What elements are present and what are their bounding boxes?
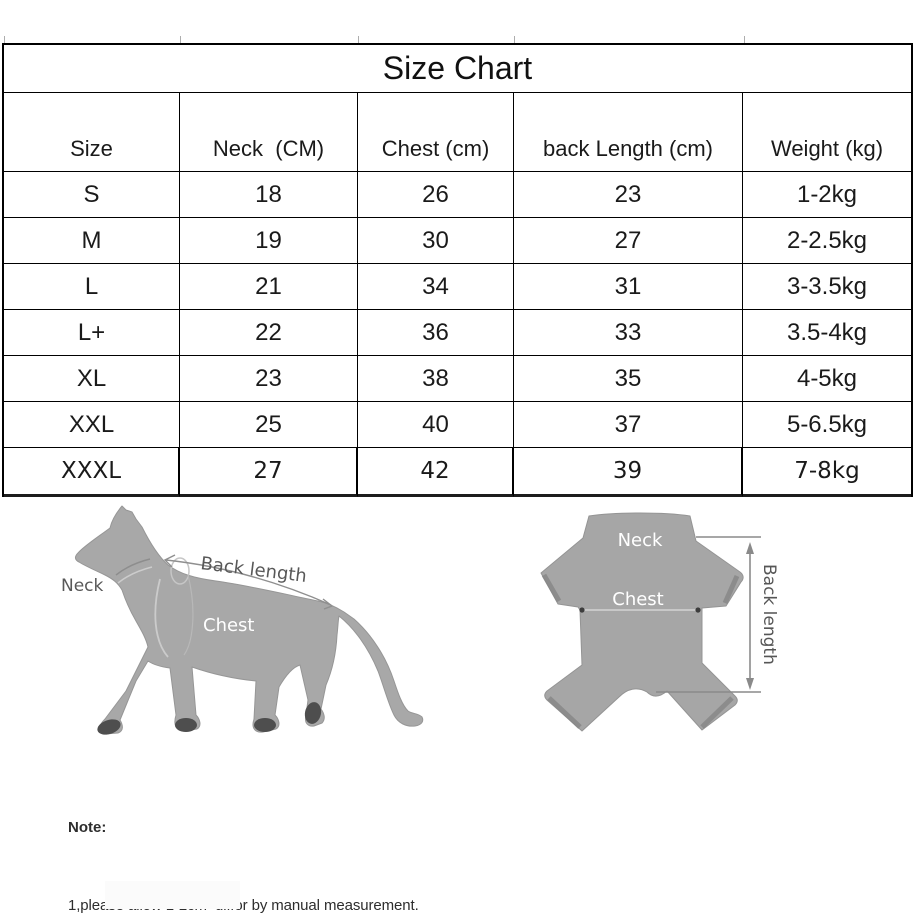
notes-heading: Note: xyxy=(68,819,107,836)
size-value-cell: 3-3.5kg xyxy=(743,264,911,310)
size-value-cell: 30 xyxy=(358,218,514,264)
size-value-cell: 36 xyxy=(358,310,514,356)
size-label-cell: M xyxy=(4,218,180,264)
size-value-cell: 1-2kg xyxy=(743,172,911,218)
notes-block: Note: 1,please allow 1-2cm diffor by man… xyxy=(68,763,890,913)
size-value-cell: 33 xyxy=(514,310,743,356)
size-value-cell: 2-2.5kg xyxy=(743,218,911,264)
cat-chest-strap xyxy=(183,574,194,656)
garment-measurement-illustration: Neck Chest Back length xyxy=(540,512,779,732)
size-label-cell: S xyxy=(4,172,180,218)
size-label-cell: XL xyxy=(4,356,180,402)
artifact-tick xyxy=(744,36,745,44)
column-header: back Length (cm) xyxy=(514,93,743,172)
column-header: Chest (cm) xyxy=(358,93,514,172)
size-value-cell: 18 xyxy=(180,172,358,218)
arrowhead xyxy=(322,598,334,610)
size-chart-title: Size Chart xyxy=(4,45,911,93)
size-label-cell: XXXL xyxy=(4,448,180,497)
size-value-cell: 5-6.5kg xyxy=(743,402,911,448)
back-length-arrow xyxy=(165,559,332,606)
cat-collar xyxy=(115,558,151,576)
chest-line-dot xyxy=(579,607,585,613)
size-value-cell: 7-8kg xyxy=(743,448,911,497)
size-value-cell: 42 xyxy=(358,448,514,497)
garment-cuff xyxy=(547,696,582,729)
size-value-cell: 39 xyxy=(514,448,743,497)
size-value-cell: 23 xyxy=(180,356,358,402)
artifact-tick xyxy=(358,36,359,44)
size-label-cell: XXL xyxy=(4,402,180,448)
size-value-cell: 27 xyxy=(514,218,743,264)
size-value-cell: 19 xyxy=(180,218,358,264)
size-value-cell: 4-5kg xyxy=(743,356,911,402)
size-value-cell: 21 xyxy=(180,264,358,310)
size-label-cell: L xyxy=(4,264,180,310)
chest-line-dot xyxy=(695,607,701,613)
size-value-cell: 31 xyxy=(514,264,743,310)
column-header: Neck (CM) xyxy=(180,93,358,172)
garment-silhouette xyxy=(540,512,744,732)
cat-paw xyxy=(304,702,322,724)
cat-silhouette xyxy=(75,505,424,735)
size-value-cell: 40 xyxy=(358,402,514,448)
size-value-cell: 34 xyxy=(358,264,514,310)
cat-paw xyxy=(254,718,276,732)
arrowhead xyxy=(746,678,754,690)
cat-paw xyxy=(97,719,121,735)
column-header: Size xyxy=(4,93,180,172)
size-value-cell: 25 xyxy=(180,402,358,448)
cat-chest-strap xyxy=(154,578,169,658)
garment-cuff xyxy=(722,574,740,605)
size-chart-grid: Size Neck (CM) Chest (cm) back Length (cm) W… xyxy=(4,93,911,497)
garment-neck-label: Neck xyxy=(618,530,663,551)
cat-collar xyxy=(117,566,153,584)
size-value-cell: 37 xyxy=(514,402,743,448)
arrowhead xyxy=(746,542,754,554)
garment-cuff xyxy=(541,573,562,603)
cat-paw xyxy=(175,718,197,732)
arrowhead xyxy=(163,554,176,568)
size-value-cell: 22 xyxy=(180,310,358,356)
size-value-cell: 23 xyxy=(514,172,743,218)
artifact-tick xyxy=(180,36,181,44)
garment-cuff xyxy=(700,696,734,729)
garment-chest-label: Chest xyxy=(612,589,664,610)
column-header: Weight (kg) xyxy=(743,93,911,172)
size-value-cell: 3.5-4kg xyxy=(743,310,911,356)
size-value-cell: 38 xyxy=(358,356,514,402)
cat-harness-loop xyxy=(170,557,190,585)
cat-measurement-illustration: Neck Back length Chest xyxy=(61,505,424,735)
size-label-cell: L+ xyxy=(4,310,180,356)
cat-neck-label: Neck xyxy=(61,576,104,596)
size-value-cell: 26 xyxy=(358,172,514,218)
artifact-tick xyxy=(514,36,515,44)
garment-back-length-label: Back length xyxy=(759,564,779,665)
cat-chest-label: Chest xyxy=(203,615,255,636)
artifact-tick xyxy=(4,36,5,44)
size-chart-table: Size Chart Size Neck (CM) Chest (cm) back L… xyxy=(2,43,913,497)
size-value-cell: 27 xyxy=(180,448,358,497)
artifact-smudge xyxy=(105,881,240,909)
size-value-cell: 35 xyxy=(514,356,743,402)
